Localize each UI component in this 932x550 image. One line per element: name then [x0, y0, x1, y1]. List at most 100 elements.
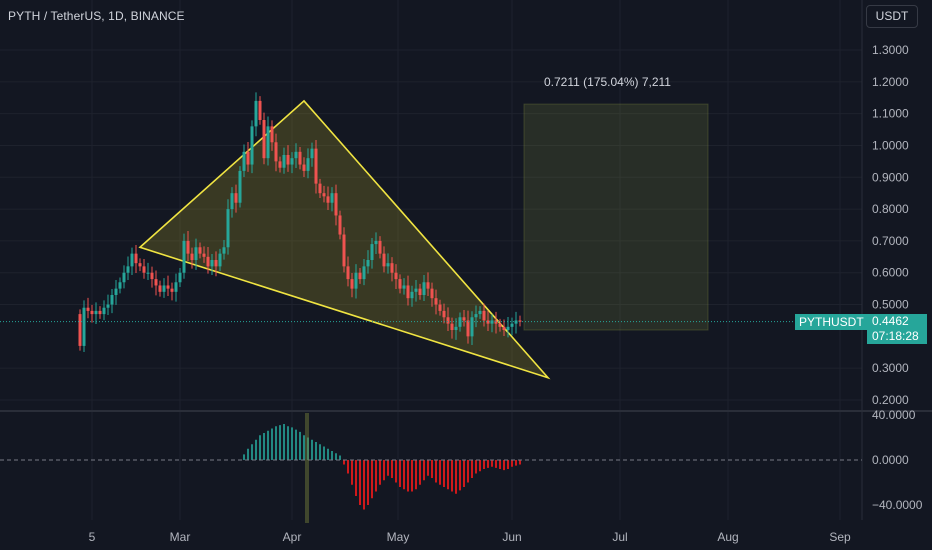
y-tick-label: 1.0000 [872, 138, 909, 152]
candle-body [510, 323, 514, 327]
candle-body [282, 155, 286, 168]
candle-body [214, 260, 218, 267]
candle-body [178, 272, 182, 283]
candle-body [278, 161, 282, 168]
candle-body [122, 272, 126, 283]
x-tick-label: 5 [89, 530, 96, 544]
candle-body [330, 193, 334, 203]
last-price-tag: 0.4462 07:18:28 [867, 314, 927, 344]
candle-body [366, 260, 370, 267]
candle-body [450, 323, 454, 330]
candle-body [162, 285, 166, 292]
candle-body [194, 247, 198, 260]
candle-body [226, 209, 230, 248]
osc-marker-band [305, 413, 309, 523]
y-axis-ticks: 1.3000 1.2000 1.1000 1.0000 0.9000 0.8000 0.70… [872, 43, 909, 407]
candle-body [286, 155, 290, 165]
candle-body [474, 314, 478, 318]
candle-body [370, 244, 374, 260]
chart-title[interactable]: PYTH / TetherUS, 1D, BINANCE [8, 9, 185, 23]
target-range-box[interactable] [523, 103, 709, 331]
candle-body [274, 142, 278, 162]
candle-body [242, 151, 246, 171]
candle-body [394, 272, 398, 280]
candle-body [438, 304, 442, 311]
candle-body [206, 256, 210, 267]
candle-body [146, 272, 150, 274]
candle-body [398, 279, 402, 289]
candle-body [142, 266, 146, 273]
candle-body [218, 253, 222, 267]
candle-body [390, 263, 394, 273]
candle-body [114, 288, 118, 295]
candle-body [462, 317, 466, 321]
candle-body [154, 279, 158, 286]
candle-body [358, 272, 362, 280]
candle-body [198, 247, 202, 254]
candle-body [210, 260, 214, 267]
candle-body [138, 263, 142, 267]
osc-y-tick-label: 40.0000 [872, 408, 916, 422]
candle-body [222, 247, 226, 254]
range-label: 0.7211 (175.04%) 7,211 [544, 75, 671, 89]
candle-body [446, 317, 450, 324]
candle-body [502, 326, 506, 330]
candle-body [378, 240, 382, 254]
candle-body [518, 320, 522, 322]
candle-body [82, 307, 86, 346]
candle-body [414, 288, 418, 292]
y-tick-label: 0.7000 [872, 234, 909, 248]
candle-body [498, 323, 502, 327]
candle-body [486, 320, 490, 324]
candle-body [478, 310, 482, 315]
y-tick-label: 1.3000 [872, 43, 909, 57]
candle-body [430, 288, 434, 299]
candle-body [426, 282, 430, 289]
x-tick-label: Aug [717, 530, 738, 544]
candle-body [266, 126, 270, 159]
x-tick-label: Sep [829, 530, 851, 544]
overlay-lines [0, 321, 862, 523]
candle-body [290, 158, 294, 165]
candle-body [350, 279, 354, 289]
candle-body [118, 282, 122, 289]
candle-body [302, 164, 306, 171]
candle-body [346, 266, 350, 280]
oscillator-bars [243, 424, 521, 510]
y-tick-label: 0.5000 [872, 298, 909, 312]
candle-body [442, 310, 446, 318]
candle-body [326, 196, 330, 203]
y-tick-label: 1.1000 [872, 107, 909, 121]
candle-body [246, 151, 250, 165]
candle-body [410, 291, 414, 299]
last-price-value: 0.4462 [872, 314, 909, 328]
candle-body [354, 272, 358, 289]
candle-body [306, 158, 310, 171]
y-tick-label: 0.9000 [872, 170, 909, 184]
candle-body [106, 304, 110, 308]
candle-body [386, 263, 390, 267]
candle-body [402, 285, 406, 289]
candle-body [150, 272, 154, 280]
candle-body [78, 314, 82, 346]
candle-body [434, 298, 438, 305]
candle-body [314, 148, 318, 184]
x-tick-label: Jul [612, 530, 627, 544]
candle-body [294, 151, 298, 159]
currency-button[interactable]: USDT [866, 5, 918, 28]
osc-y-tick-label: 0.0000 [872, 453, 909, 467]
candle-body [186, 240, 190, 254]
candle-body [374, 240, 378, 245]
candle-body [230, 193, 234, 210]
osc-y-tick-label: −40.0000 [872, 498, 923, 512]
candle-body [134, 253, 138, 264]
candle-body [322, 193, 326, 197]
candle-body [334, 193, 338, 216]
candle-body [86, 307, 90, 311]
candle-body [454, 326, 458, 330]
candle-body [382, 253, 386, 267]
candle-body [422, 282, 426, 295]
y-tick-label: 0.3000 [872, 361, 909, 375]
candle-body [238, 170, 242, 203]
